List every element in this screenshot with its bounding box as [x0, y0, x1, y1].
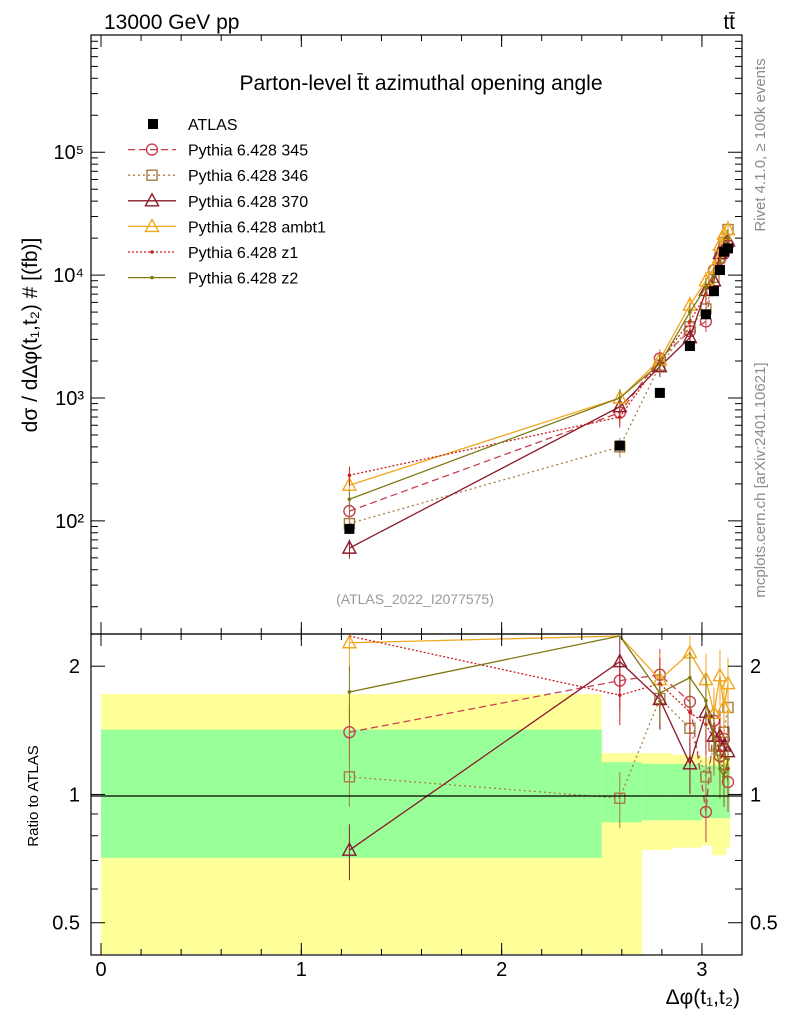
inner-uncertainty-band	[101, 729, 602, 858]
data-point	[722, 243, 733, 254]
inner-uncertainty-band	[601, 762, 642, 823]
series-ratio-point	[712, 667, 728, 682]
chart-title: Parton-level t̄t azimuthal opening angle	[239, 72, 602, 95]
series-point	[618, 396, 622, 400]
y-tick-label: 10³	[55, 388, 84, 410]
legend-item: Pythia 6.428 370	[128, 192, 308, 211]
legend-item: Pythia 6.428 z2	[128, 271, 298, 288]
inner-uncertainty-band	[701, 765, 712, 819]
series-ratio-point	[618, 693, 622, 697]
data-point	[714, 265, 725, 276]
series-point	[726, 236, 730, 240]
mcplots-label: mcplots.cern.ch [arXiv:2401.10621]	[752, 362, 769, 597]
legend-swatch	[148, 119, 158, 129]
y-tick-label: 10⁵	[53, 142, 84, 164]
legend-marker	[150, 250, 154, 254]
series-point	[341, 539, 358, 554]
legend-label: Pythia 6.428 z2	[188, 271, 298, 288]
series-ratio-point	[658, 691, 662, 695]
series-ratio-point	[341, 841, 358, 856]
legend-label: Pythia 6.428 ambt1	[188, 219, 326, 236]
ratio-tick-label: 0.5	[52, 913, 80, 935]
series-point	[347, 473, 352, 478]
series-point	[618, 415, 622, 419]
x-tick-label: 2	[496, 959, 507, 981]
legend-item: Pythia 6.428 ambt1	[128, 217, 326, 236]
data-point	[614, 440, 625, 451]
y-axis-label: dσ / dΔφ(t₁,t₂) # [(fb)]	[19, 238, 42, 433]
series-ratio-point	[614, 792, 626, 804]
series-ratio-point	[726, 757, 730, 761]
series-point	[341, 476, 358, 491]
inner-uncertainty-band	[641, 763, 672, 821]
series-ratio-point	[682, 755, 698, 770]
series-point	[704, 285, 708, 289]
inner-uncertainty-band	[671, 763, 702, 821]
legend-marker	[144, 217, 160, 233]
series-point	[658, 361, 662, 366]
legend-label: Pythia 6.428 z1	[188, 245, 298, 262]
series-ratio-point	[612, 653, 628, 668]
series-ratio-point	[722, 775, 726, 779]
ratio-tick-label-right: 0.5	[750, 913, 778, 935]
legend-label: Pythia 6.428 345	[188, 143, 308, 160]
ratio-tick-label: 1	[69, 784, 80, 806]
series-point	[718, 261, 722, 266]
legend-marker	[144, 192, 160, 207]
data-point	[344, 523, 355, 534]
series-ratio-point	[716, 699, 732, 714]
series-point	[688, 310, 692, 314]
x-axis-label: Δφ(t₁,t₂)	[666, 986, 740, 1009]
series-ratio-point	[704, 698, 708, 703]
series-line	[349, 229, 729, 525]
ratio-y-axis-label: Ratio to ATLAS	[25, 745, 42, 846]
y-tick-label: 10⁴	[53, 265, 84, 287]
series-ratio-point	[343, 771, 356, 783]
data-point	[654, 387, 665, 398]
legend: ATLAS Pythia 6.428 345 Pythia 6.428 346 Pyt…	[128, 117, 326, 288]
ratio-tick-label-right: 1	[750, 784, 761, 806]
data-layer	[344, 243, 733, 534]
data-point	[708, 286, 719, 297]
ratio-tick-label: 2	[69, 656, 80, 678]
y-tick-label: 10²	[55, 511, 84, 533]
legend-item: Pythia 6.428 z1	[128, 245, 298, 262]
series-ratio-point	[347, 690, 352, 694]
data-point	[684, 340, 695, 351]
analysis-watermark: (ATLAS_2022_I2077575)	[336, 591, 494, 607]
ratio-tick-label-right: 2	[750, 656, 761, 678]
series-point	[712, 273, 716, 277]
series-ratio-point	[341, 634, 358, 649]
series-point	[347, 497, 352, 502]
axes-layer: 0 1 2 3 10² 10³ 10⁴ 10⁵ 0.5 0.5 1 1 2 2	[52, 34, 778, 981]
legend-label: Pythia 6.428 346	[188, 168, 308, 185]
series-6	[347, 229, 730, 807]
series-ratio-point	[688, 675, 692, 680]
legend-item: Pythia 6.428 345	[128, 143, 308, 160]
legend-label: Pythia 6.428 370	[188, 194, 308, 211]
data-point	[700, 309, 711, 320]
legend-marker	[145, 143, 159, 156]
legend-item: Pythia 6.428 346	[128, 168, 308, 185]
series-line	[349, 244, 729, 512]
x-tick-label: 3	[696, 959, 707, 981]
series-ratio-point	[700, 771, 712, 783]
legend-marker	[146, 169, 158, 181]
legend-item: ATLAS	[148, 117, 238, 134]
x-tick-label: 1	[296, 959, 307, 981]
series-ratio-point	[720, 675, 736, 690]
rivet-version-label: Rivet 4.1.0, ≥ 100k events	[752, 58, 769, 231]
legend-marker	[150, 275, 154, 280]
x-tick-label: 0	[95, 959, 106, 981]
series-ratio-point	[712, 735, 716, 740]
inner-uncertainty-band	[711, 765, 718, 819]
legend-label: ATLAS	[188, 117, 238, 134]
series-ratio-point	[718, 766, 722, 771]
series-ratio-point	[688, 710, 692, 714]
energy-label: 13000 GeV pp	[104, 11, 239, 34]
process-label: tt̄	[723, 11, 735, 34]
series-ratio-point	[343, 725, 356, 739]
